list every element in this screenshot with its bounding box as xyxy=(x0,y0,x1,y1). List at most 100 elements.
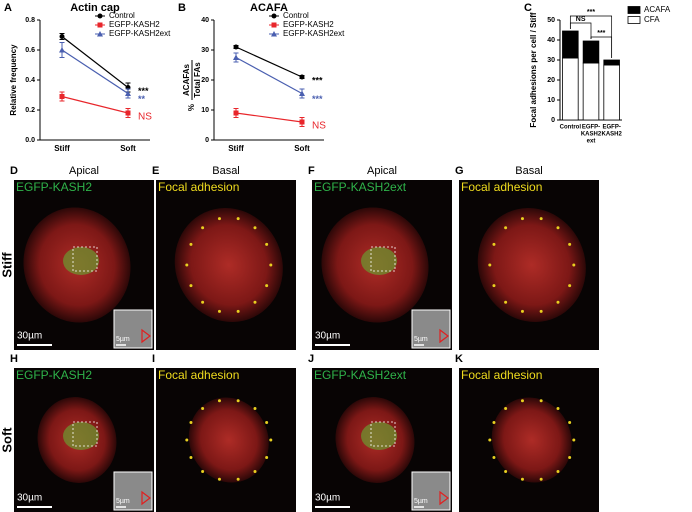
marker xyxy=(233,54,239,60)
x-tick-label: EGFP- xyxy=(602,125,620,131)
panel-letter: E xyxy=(152,165,159,177)
panel-letter: G xyxy=(455,165,464,177)
adhesion-spot xyxy=(236,309,240,313)
legend-label: EGFP-KASH2ext xyxy=(109,29,171,38)
arrowhead xyxy=(439,490,449,506)
y-tick-label: 30 xyxy=(547,57,555,64)
marker xyxy=(125,90,131,96)
adhesion-spot xyxy=(265,284,269,288)
bar-segment xyxy=(603,59,620,66)
x-tick-label: Soft xyxy=(120,144,136,153)
panel-letter: D xyxy=(10,165,18,177)
adhesion-spot xyxy=(201,300,205,304)
series-line xyxy=(61,49,129,95)
bar-segment xyxy=(603,64,620,121)
arrowhead xyxy=(439,328,449,344)
x-tick-label: EGFP- xyxy=(582,125,600,131)
row-label: Stiff xyxy=(0,252,14,278)
adhesion-spot xyxy=(572,438,576,442)
annotation: *** xyxy=(312,94,323,104)
adhesion-spot xyxy=(504,226,508,230)
adhesion-spot xyxy=(201,226,205,230)
marker xyxy=(299,119,305,125)
adhesion-spot xyxy=(265,421,269,425)
adhesion-spot xyxy=(492,421,496,425)
panel-letter: J xyxy=(308,353,314,365)
arrowhead xyxy=(141,490,151,506)
series-line xyxy=(235,56,303,95)
y-tick-label: 10 xyxy=(547,97,555,104)
adhesion-spot xyxy=(185,263,189,267)
y-label-numerator: ACAFAs xyxy=(182,63,191,96)
panel-letter: B xyxy=(178,2,186,14)
marker xyxy=(271,31,277,37)
adhesion-spot xyxy=(217,309,221,313)
annotation: *** xyxy=(587,9,595,16)
x-tick-label: KASH2 xyxy=(601,132,622,138)
adhesion-spot xyxy=(492,455,496,459)
legend-label: EGFP-KASH2 xyxy=(109,20,160,29)
marker xyxy=(125,110,131,116)
panel-letter: A xyxy=(4,2,12,14)
adhesion-spot xyxy=(265,455,269,459)
y-tick-label: 20 xyxy=(547,77,555,84)
adhesion-spot xyxy=(201,470,205,474)
annotation: *** xyxy=(312,75,323,85)
adhesion-spot xyxy=(488,438,492,442)
cell xyxy=(174,207,283,323)
y-tick-label: 40 xyxy=(201,17,209,24)
y-axis-label: % ACAFAs Total FAs xyxy=(182,60,202,111)
adhesion-spot xyxy=(217,477,221,481)
legend-label: Control xyxy=(109,11,135,20)
panel-letter: F xyxy=(308,165,315,177)
series-line xyxy=(61,95,129,114)
series-line xyxy=(235,112,303,123)
adhesion-spot xyxy=(492,242,496,246)
panel-header: Apical xyxy=(367,165,397,177)
y-tick-label: 0.8 xyxy=(25,17,35,24)
roi-box xyxy=(72,246,98,272)
x-tick-label: Soft xyxy=(294,144,310,153)
nucleus xyxy=(361,247,397,275)
adhesion-spot xyxy=(504,300,508,304)
marker xyxy=(97,22,103,28)
adhesion-spot xyxy=(269,438,273,442)
adhesion-spot xyxy=(253,226,257,230)
roi-box xyxy=(370,246,396,272)
annotation: NS xyxy=(576,16,586,23)
chart-title: Actin cap xyxy=(70,2,120,14)
adhesion-spot xyxy=(253,300,257,304)
panel-letter: K xyxy=(455,353,463,365)
marker xyxy=(233,110,239,116)
adhesion-spot xyxy=(185,438,189,442)
adhesion-spot xyxy=(265,242,269,246)
legend-swatch xyxy=(627,16,641,24)
x-tick-label: ext xyxy=(587,139,596,145)
y-tick-label: 0.0 xyxy=(25,137,35,144)
adhesion-spot xyxy=(189,284,193,288)
panel-header: Basal xyxy=(515,165,543,177)
y-tick-label: 0 xyxy=(205,137,209,144)
adhesion-spot xyxy=(217,399,221,403)
marker xyxy=(271,13,277,19)
bar-segment xyxy=(562,57,579,121)
adhesion-spot xyxy=(520,399,524,403)
adhesion-spot xyxy=(556,300,560,304)
x-tick-label: Stiff xyxy=(54,144,70,153)
panel-letter: H xyxy=(10,353,18,365)
bar-segment xyxy=(562,30,579,59)
y-tick-label: 0.6 xyxy=(25,47,35,54)
chart-title: ACAFA xyxy=(250,2,288,14)
adhesion-spot xyxy=(539,309,543,313)
adhesion-spot xyxy=(568,455,572,459)
scale-label: 30µm xyxy=(315,331,340,342)
legend-swatch xyxy=(627,6,641,14)
adhesion-spot xyxy=(269,263,273,267)
scale-label: 30µm xyxy=(315,493,340,504)
adhesion-spot xyxy=(539,477,543,481)
legend-label: CFA xyxy=(644,15,660,24)
adhesion-spot xyxy=(217,217,221,221)
adhesion-spot xyxy=(492,284,496,288)
x-tick-label: Stiff xyxy=(228,144,244,153)
